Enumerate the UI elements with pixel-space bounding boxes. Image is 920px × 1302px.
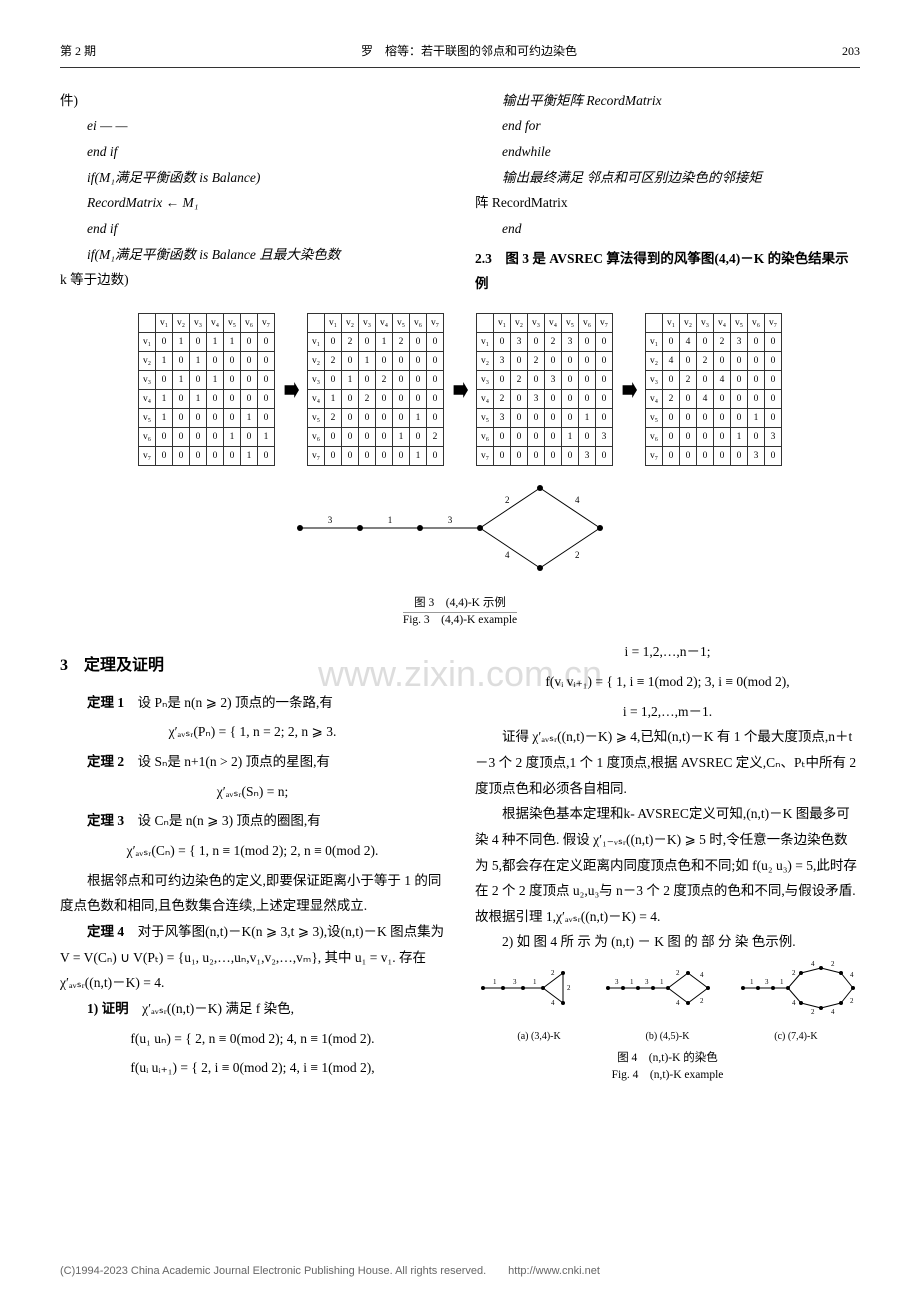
para: 证得 χ′ₐᵥₛᵣ((n,t)－K) ⩾ 4,已知(n,t)－K 有 1 个最大…	[475, 724, 860, 801]
svg-text:2: 2	[676, 969, 680, 977]
svg-text:2: 2	[831, 961, 835, 968]
svg-text:4: 4	[505, 550, 510, 560]
svg-text:2: 2	[700, 997, 704, 1005]
arrow-icon	[621, 382, 637, 398]
svg-text:3: 3	[615, 978, 619, 986]
fig3-caption: 图 3 (4,4)-K 示例 Fig. 3 (4,4)-K example	[60, 595, 860, 630]
matrix-table: v₁v₂v₃v₄v₅v₆v₇v₁0302300v₂3020000v₃020300…	[476, 313, 613, 466]
eq-t1: χ′ₐᵥₛᵣ(Pₙ) = { 1, n = 2; 2, n ⩾ 3.	[60, 719, 445, 745]
svg-text:4: 4	[575, 495, 580, 505]
para: 2) 如 图 4 所 示 为 (n,t) － K 图 的 部 分 染 色示例.	[475, 929, 860, 955]
code: end	[475, 216, 860, 242]
theorem-4: 定理 4 对于风筝图(n,t)－K(n ⩾ 3,t ⩾ 3),设(n,t)－K …	[60, 919, 445, 996]
fig4-label-a: (a) (3,4)-K	[517, 1027, 560, 1046]
svg-text:4: 4	[792, 999, 796, 1007]
eq-f1: f(u₁ uₙ) = { 2, n ≡ 0(mod 2); 4, n ≡ 1(m…	[60, 1026, 445, 1052]
theorem-3: 定理 3 设 Cₙ是 n(n ⩾ 3) 顶点的圈图,有	[60, 808, 445, 834]
svg-text:2: 2	[575, 550, 580, 560]
text: i = 1,2,…,m－1.	[475, 699, 860, 725]
svg-text:1: 1	[630, 978, 634, 986]
matrix-table: v₁v₂v₃v₄v₅v₆v₇v₁0402300v₂4020000v₃020400…	[645, 313, 782, 466]
svg-text:4: 4	[700, 971, 704, 979]
theorem-2: 定理 2 设 Sₙ是 n+1(n > 2) 顶点的星图,有	[60, 749, 445, 775]
arrow-icon	[452, 382, 468, 398]
svg-text:3: 3	[513, 978, 517, 986]
code: end if	[60, 139, 445, 165]
svg-text:2: 2	[850, 997, 854, 1005]
code: RecordMatrix ← M₁	[60, 190, 445, 216]
section-3-title: 3 定理及证明	[60, 651, 445, 681]
para: 根据邻点和可约边染色的定义,即要保证距离小于等于 1 的同度点色数和相同,且色数…	[60, 868, 445, 919]
svg-text:3: 3	[765, 978, 769, 986]
arrow-icon	[283, 382, 299, 398]
code: if(M₁满足平衡函数 is Balance 且最大染色数	[60, 242, 445, 268]
svg-text:1: 1	[780, 978, 784, 986]
svg-text:4: 4	[551, 999, 555, 1007]
fig4-caption: 图 4 (n,t)-K 的染色 Fig. 4 (n,t)-K example	[475, 1050, 860, 1085]
svg-text:4: 4	[676, 999, 680, 1007]
svg-text:1: 1	[750, 978, 754, 986]
svg-text:4: 4	[850, 971, 854, 979]
text: i = 1,2,…,n－1;	[475, 639, 860, 665]
text: 阵 RecordMatrix	[475, 190, 860, 216]
page-header: 第 2 期 罗 榕等：若干联图的邻点和可约边染色 203	[60, 40, 860, 63]
eq-t2: χ′ₐᵥₛᵣ(Sₙ) = n;	[60, 779, 445, 805]
svg-text:3: 3	[645, 978, 649, 986]
code: endwhile	[475, 139, 860, 165]
eq: f(vᵢ vᵢ₊₁) = { 1, i ≡ 1(mod 2); 3, i ≡ 0…	[475, 669, 860, 695]
text: k 等于边数)	[60, 267, 445, 293]
svg-text:1: 1	[533, 978, 537, 986]
page-number: 203	[842, 40, 860, 63]
footer: (C)1994-2023 China Academic Journal Elec…	[0, 1261, 920, 1282]
theorem-1: 定理 1 设 Pₙ是 n(n ⩾ 2) 顶点的一条路,有	[60, 690, 445, 716]
svg-text:2: 2	[505, 495, 510, 505]
code: 输出平衡矩阵 RecordMatrix	[475, 88, 860, 114]
svg-text:2: 2	[792, 969, 796, 977]
running-title: 罗 榕等：若干联图的邻点和可约边染色	[361, 40, 577, 63]
top-columns: 件) ei — — end if if(M₁满足平衡函数 is Balance)…	[60, 88, 860, 301]
code: end for	[475, 113, 860, 139]
svg-text:3: 3	[328, 515, 333, 525]
proof: 1) 证明 χ′ₐᵥₛᵣ((n,t)－K) 满足 f 染色,	[60, 996, 445, 1022]
svg-text:4: 4	[831, 1008, 835, 1016]
matrix-table: v₁v₂v₃v₄v₅v₆v₇v₁0201200v₂2010000v₃010200…	[307, 313, 444, 466]
svg-text:2: 2	[551, 969, 555, 977]
svg-text:2: 2	[811, 1008, 815, 1016]
code: ei — —	[60, 113, 445, 139]
text: 件)	[60, 88, 445, 114]
bottom-columns: 3 定理及证明 定理 1 设 Pₙ是 n(n ⩾ 2) 顶点的一条路,有 χ′ₐ…	[60, 639, 860, 1094]
figure-4: 1 3 1 2 4 2 3 1 3 1 2 4 4	[475, 961, 860, 1046]
svg-text:4: 4	[811, 961, 815, 968]
issue-label: 第 2 期	[60, 40, 96, 63]
figure-3: 3 1 3 2 4 4 2	[60, 478, 860, 587]
code: if(M₁满足平衡函数 is Balance)	[60, 165, 445, 191]
eq-t3: χ′ₐᵥₛᵣ(Cₙ) = { 1, n ≡ 1(mod 2); 2, n ≡ 0…	[60, 838, 445, 864]
eq-f2: f(uᵢ uᵢ₊₁) = { 2, i ≡ 0(mod 2); 4, i ≡ 1…	[60, 1055, 445, 1081]
header-rule	[60, 67, 860, 68]
fig4-label-c: (c) (7,4)-K	[774, 1027, 817, 1046]
svg-text:3: 3	[448, 515, 453, 525]
svg-text:2: 2	[567, 984, 571, 992]
svg-text:1: 1	[660, 978, 664, 986]
matrix-table: v₁v₂v₃v₄v₅v₆v₇v₁0101100v₂1010000v₃010100…	[138, 313, 275, 466]
code: 输出最终满足 邻点和可区别边染色的邻接矩	[475, 165, 860, 191]
fig4-label-b: (b) (4,5)-K	[646, 1027, 690, 1046]
sub-heading: 2.3 图 3 是 AVSREC 算法得到的风筝图(4,4)－K 的染色结果示例	[475, 246, 860, 297]
matrix-sequence: v₁v₂v₃v₄v₅v₆v₇v₁0101100v₂1010000v₃010100…	[60, 313, 860, 466]
svg-text:1: 1	[388, 515, 393, 525]
svg-text:1: 1	[493, 978, 497, 986]
para: 根据染色基本定理和k- AVSREC定义可知,(n,t)－K 图最多可染 4 种…	[475, 801, 860, 929]
code: end if	[60, 216, 445, 242]
